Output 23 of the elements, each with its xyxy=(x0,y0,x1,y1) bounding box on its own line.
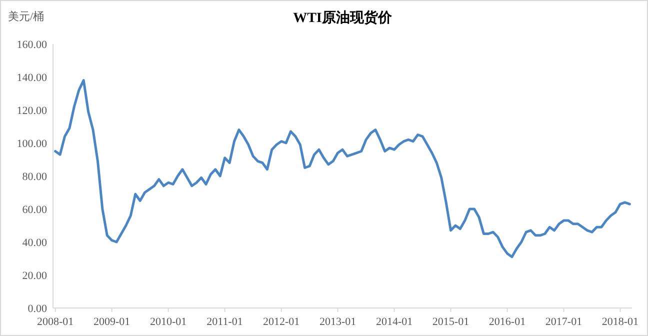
x-tick-label: 2008-01 xyxy=(37,316,74,328)
x-tick-label: 2014-01 xyxy=(376,316,413,328)
y-tick-label: 140.00 xyxy=(16,72,48,84)
y-axis-title: 美元/桶 xyxy=(8,10,44,23)
y-tick-label: 40.00 xyxy=(22,237,48,249)
x-tick-label: 2016-01 xyxy=(488,316,526,328)
y-tick-label: 100.00 xyxy=(16,138,48,150)
x-tick-label: 2013-01 xyxy=(319,316,356,328)
x-tick-label: 2017-01 xyxy=(545,316,582,328)
x-tick-label: 2018-01 xyxy=(602,316,639,328)
y-tick-label: 160.00 xyxy=(16,39,48,51)
x-tick-label: 2009-01 xyxy=(94,316,130,328)
x-tick-label: 2015-01 xyxy=(432,316,470,328)
y-tick-label: 60.00 xyxy=(22,204,48,216)
y-tick-label: 20.00 xyxy=(22,270,48,282)
y-tick-label: 0.00 xyxy=(28,303,48,315)
x-tick-label: 2011-01 xyxy=(206,316,243,328)
y-tick-label: 120.00 xyxy=(16,105,48,117)
line-series xyxy=(54,79,631,258)
x-tick-label: 2010-01 xyxy=(150,316,187,328)
chart-title: WTI原油现货价 xyxy=(293,10,393,26)
x-tick-label: 2012-01 xyxy=(262,316,300,328)
y-tick-label: 80.00 xyxy=(22,171,48,183)
